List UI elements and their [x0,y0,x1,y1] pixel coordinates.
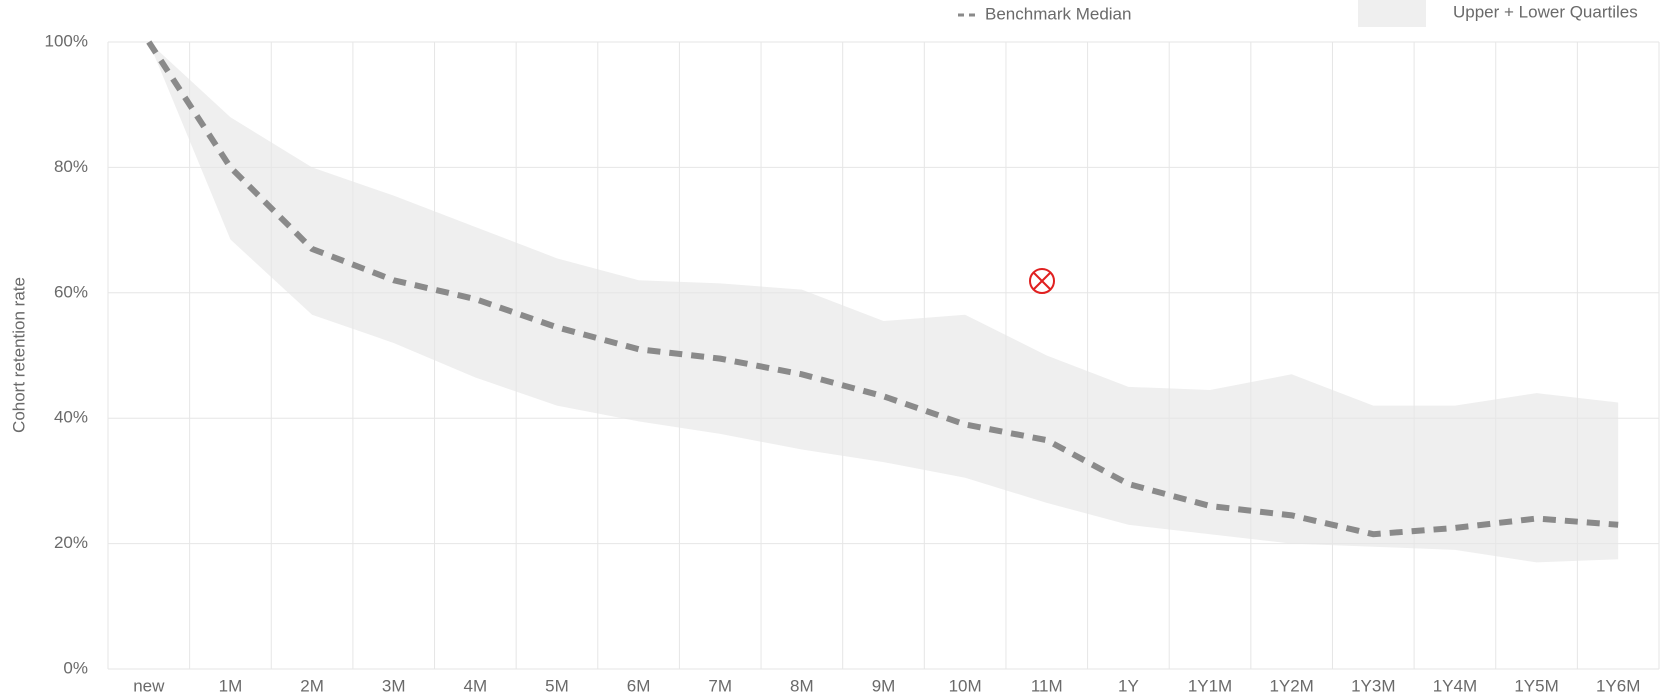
x-tick-label: 1Y1M [1188,676,1232,695]
legend-label: Upper + Lower Quartiles [1453,2,1638,21]
x-tick-label: 5M [545,676,569,695]
x-tick-label: 1Y2M [1269,676,1313,695]
quartile-band [148,42,1619,563]
x-tick-label: new [133,676,165,695]
x-tick-label: 3M [382,676,406,695]
x-tick-label: 8M [790,676,814,695]
x-tick-label: 2M [300,676,324,695]
x-tick-label: 1M [219,676,243,695]
y-tick-label: 40% [54,408,88,427]
cursor-icon [1029,268,1055,294]
x-tick-label: 1Y [1118,676,1139,695]
x-tick-label: 11M [1031,676,1063,695]
x-tick-label: 6M [627,676,651,695]
y-tick-label: 20% [54,533,88,552]
x-tick-label: 9M [872,676,896,695]
median-line [146,40,1619,538]
text-layer: 0% 20% 40% 60% 80% 100% new 1M 2M 3M 4M 5M 6M 7M 8M 9M 1… [45,31,1641,695]
y-tick-label: 0% [63,658,88,677]
x-tick-label: 1Y4M [1433,676,1477,695]
x-tick-label: 1Y6M [1596,676,1640,695]
y-tick-label: 100% [45,31,88,50]
y-tick-label: 60% [54,282,88,301]
x-tick-label: 4M [464,676,488,695]
x-tick-label: 7M [708,676,732,695]
band-layer [148,42,1619,563]
y-axis-label: Cohort retention rate [9,277,28,433]
x-tick-label: 10M [949,676,982,695]
y-tick-label: 80% [54,157,88,176]
line-layer [146,40,1619,538]
x-tick-label: 1Y5M [1514,676,1558,695]
x-tick-label: 1Y3M [1351,676,1395,695]
legend-label: Benchmark Median [985,4,1131,23]
legend-band-swatch [1358,0,1426,27]
